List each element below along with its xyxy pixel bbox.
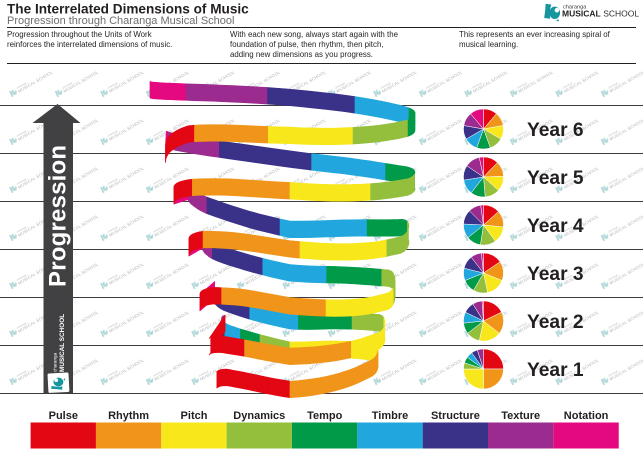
svg-text:Year 3: Year 3 (527, 264, 584, 285)
svg-text:Progression: Progression (45, 145, 72, 287)
svg-text:The Interrelated Dimensions of: The Interrelated Dimensions of Music (7, 2, 249, 17)
svg-text:musical learning.: musical learning. (459, 40, 518, 49)
svg-text:foundation of pulse, then rhyt: foundation of pulse, then rhythm, then p… (230, 40, 384, 49)
svg-text:MUSICAL SCHOOL: MUSICAL SCHOOL (59, 314, 66, 372)
svg-text:reinforces the interrelated di: reinforces the interrelated dimensions o… (7, 40, 172, 49)
svg-text:Dynamics: Dynamics (233, 410, 285, 422)
svg-text:Structure: Structure (431, 410, 480, 422)
svg-text:Progression throughout the Uni: Progression throughout the Units of Work (7, 30, 152, 39)
svg-text:Pulse: Pulse (49, 410, 78, 422)
svg-text:charanga: charanga (563, 5, 587, 11)
svg-text:Year 2: Year 2 (527, 312, 584, 333)
svg-text:charanga: charanga (53, 352, 58, 372)
svg-text:Notation: Notation (564, 410, 609, 422)
svg-text:Progression through Charanga M: Progression through Charanga Musical Sch… (7, 15, 234, 27)
svg-text:Texture: Texture (501, 410, 540, 422)
svg-text:Year 4: Year 4 (527, 216, 584, 237)
svg-text:With each new song, always sta: With each new song, always start again w… (230, 30, 399, 39)
svg-text:Pitch: Pitch (181, 410, 208, 422)
svg-text:adding new dimensions as you p: adding new dimensions as you progress. (230, 50, 373, 59)
svg-text:Timbre: Timbre (372, 410, 408, 422)
svg-text:Rhythm: Rhythm (108, 410, 149, 422)
svg-text:Year 6: Year 6 (527, 120, 584, 141)
svg-text:This represents an ever increa: This represents an ever increasing spira… (459, 30, 611, 39)
svg-text:Tempo: Tempo (307, 410, 343, 422)
svg-text:Year 5: Year 5 (527, 168, 584, 189)
svg-text:Year 1: Year 1 (527, 360, 584, 381)
